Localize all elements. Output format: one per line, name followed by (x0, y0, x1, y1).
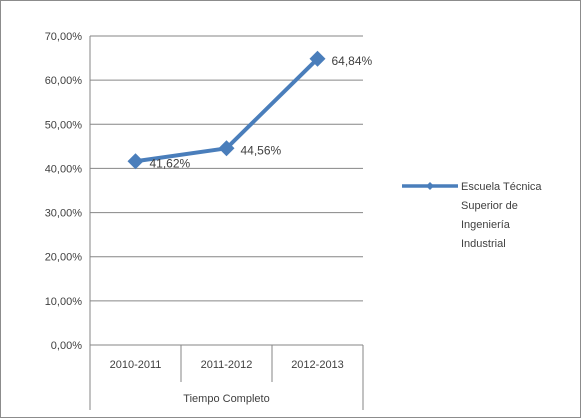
legend-entry-line: Industrial (461, 238, 506, 250)
axes (89, 36, 364, 410)
y-tick-label: 20,00% (45, 252, 83, 264)
series-layer (127, 50, 326, 170)
data-point-marker (218, 140, 235, 157)
y-tick-label: 70,00% (45, 31, 83, 43)
x-category-label: 2010-2011 (110, 359, 162, 371)
legend-entry-line: Ingeniería (461, 219, 511, 231)
y-tick-label: 40,00% (45, 163, 83, 175)
y-axis-tick-labels: 0,00% 10,00% 20,00% 30,00% 40,00% 50,00% 60,00… (45, 31, 83, 352)
gridlines (90, 35, 363, 302)
y-tick-label: 60,00% (45, 75, 83, 87)
y-tick-label: 10,00% (45, 296, 83, 308)
legend-entry-line: Superior de (461, 200, 518, 212)
data-label: 64,84% (332, 54, 373, 68)
legend-entry-label: Escuela Técnica Superior de Ingeniería Indu… (461, 181, 542, 250)
x-axis-group-label: Tiempo Completo (183, 393, 269, 405)
x-category-label: 2012-2013 (291, 359, 344, 371)
x-category-label: 2011-2012 (201, 359, 253, 371)
data-point-marker (127, 153, 144, 170)
data-labels: 41,62% 44,56% 64,84% (150, 54, 373, 170)
legend-swatch-marker (426, 182, 434, 190)
legend: Escuela Técnica Superior de Ingeniería Indu… (402, 181, 542, 250)
legend-entry-line: Escuela Técnica (461, 181, 542, 193)
data-label: 44,56% (241, 143, 282, 157)
y-tick-label: 50,00% (45, 119, 83, 131)
x-axis-category-labels: 2010-2011 2011-2012 2012-2013 (110, 359, 344, 371)
data-point-marker (309, 50, 326, 67)
y-tick-label: 30,00% (45, 208, 83, 220)
y-tick-label: 0,00% (51, 340, 82, 352)
data-label: 41,62% (150, 156, 191, 170)
